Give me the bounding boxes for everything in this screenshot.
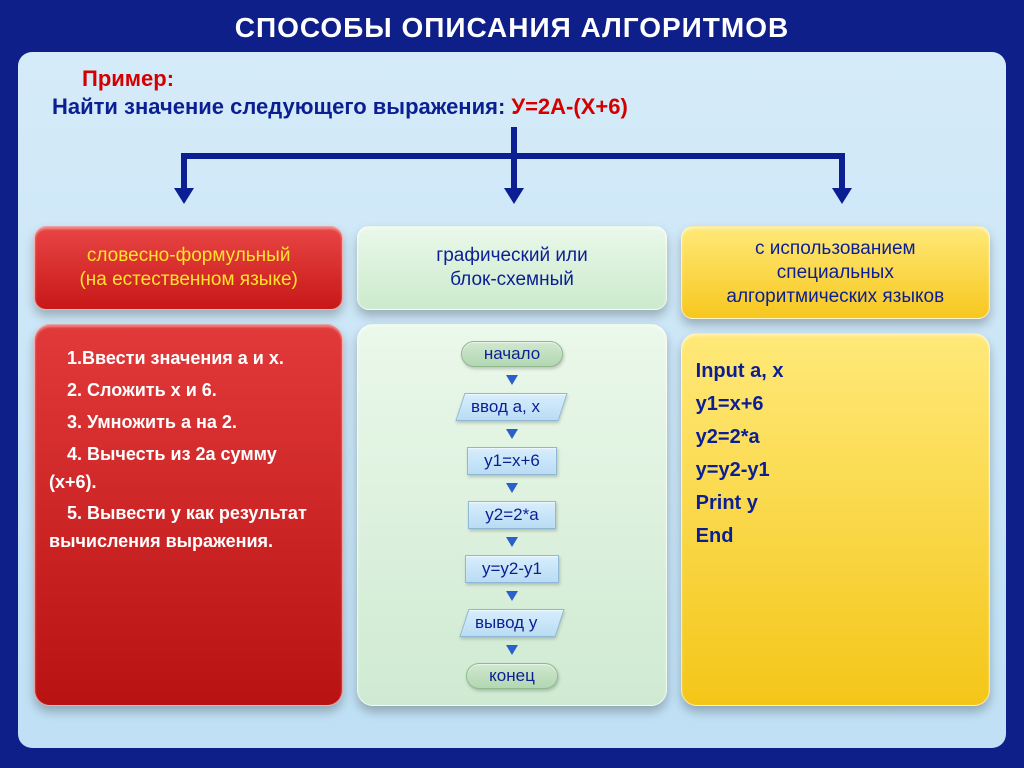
flow-arrow-down [506, 537, 518, 547]
flow-arrow-down [506, 591, 518, 601]
flow-process: у2=2*а [468, 501, 555, 529]
content-panel: Пример: Найти значение следующего выраже… [18, 52, 1006, 748]
flow-arrow-down [506, 645, 518, 655]
columns-row: словесно-формульный(на естественном язык… [34, 226, 990, 706]
example-label: Пример: [82, 66, 990, 92]
body-flowchart: начало ввод а, х у1=х+6 у2=2*а у=у2-у1 вывод … [357, 324, 666, 706]
flow-terminator: начало [461, 341, 563, 367]
verbal-step: 5. Вывести у как результат вычисления вы… [49, 500, 328, 556]
body-verbal: 1.Ввести значения а и х. 2. Сложить х и 6… [34, 324, 343, 706]
slide-root: СПОСОБЫ ОПИСАНИЯ АЛГОРИТМОВ Пример: Найт… [0, 0, 1024, 768]
code-line: y1=x+6 [696, 393, 975, 416]
chip-flowchart-label: графический илиблок-схемный [436, 244, 587, 292]
chip-flowchart: графический илиблок-схемный [357, 226, 666, 310]
body-code: Input a, x y1=x+6 y2=2*a y=y2-y1 Print y End [681, 333, 990, 706]
flow-io: ввод а, х [456, 393, 568, 421]
flow-terminator: конец [466, 663, 558, 689]
flow-process: у1=х+6 [467, 447, 557, 475]
chip-verbal: словесно-формульный(на естественном язык… [34, 226, 343, 310]
prompt-prefix: Найти значение следующего выражения: [52, 94, 511, 119]
column-flowchart: графический илиблок-схемный начало ввод а… [357, 226, 666, 706]
flowchart: начало ввод а, х у1=х+6 у2=2*а у=у2-у1 вывод … [372, 341, 651, 689]
chip-code: с использованиемспециальныхалгоритмическ… [681, 226, 990, 319]
verbal-step: 4. Вычесть из 2а сумму (х+6). [49, 441, 328, 497]
column-code: с использованиемспециальныхалгоритмическ… [681, 226, 990, 706]
branching-arrows [34, 126, 994, 220]
flow-process: у=у2-у1 [465, 555, 559, 583]
code-lines: Input a, x y1=x+6 y2=2*a y=y2-y1 Print y End [696, 360, 975, 548]
flow-arrow-down [506, 429, 518, 439]
slide-title: СПОСОБЫ ОПИСАНИЯ АЛГОРИТМОВ [0, 0, 1024, 52]
code-line: End [696, 525, 975, 548]
code-line: y2=2*a [696, 426, 975, 449]
verbal-steps: 1.Ввести значения а и х. 2. Сложить х и 6… [49, 345, 328, 556]
code-line: Input a, x [696, 360, 975, 383]
code-line: y=y2-y1 [696, 459, 975, 482]
flow-arrow-down [506, 483, 518, 493]
verbal-step: 1.Ввести значения а и х. [49, 345, 328, 373]
chip-verbal-label: словесно-формульный(на естественном язык… [79, 244, 297, 292]
chip-code-label: с использованиемспециальныхалгоритмическ… [726, 237, 944, 308]
prompt-expression: У=2А-(Х+6) [511, 94, 627, 119]
verbal-step: 3. Умножить а на 2. [49, 409, 328, 437]
flow-arrow-down [506, 375, 518, 385]
prompt-text: Найти значение следующего выражения: У=2… [52, 94, 990, 120]
flow-io: вывод у [459, 609, 564, 637]
column-verbal: словесно-формульный(на естественном язык… [34, 226, 343, 706]
verbal-step: 2. Сложить х и 6. [49, 377, 328, 405]
code-line: Print y [696, 492, 975, 515]
